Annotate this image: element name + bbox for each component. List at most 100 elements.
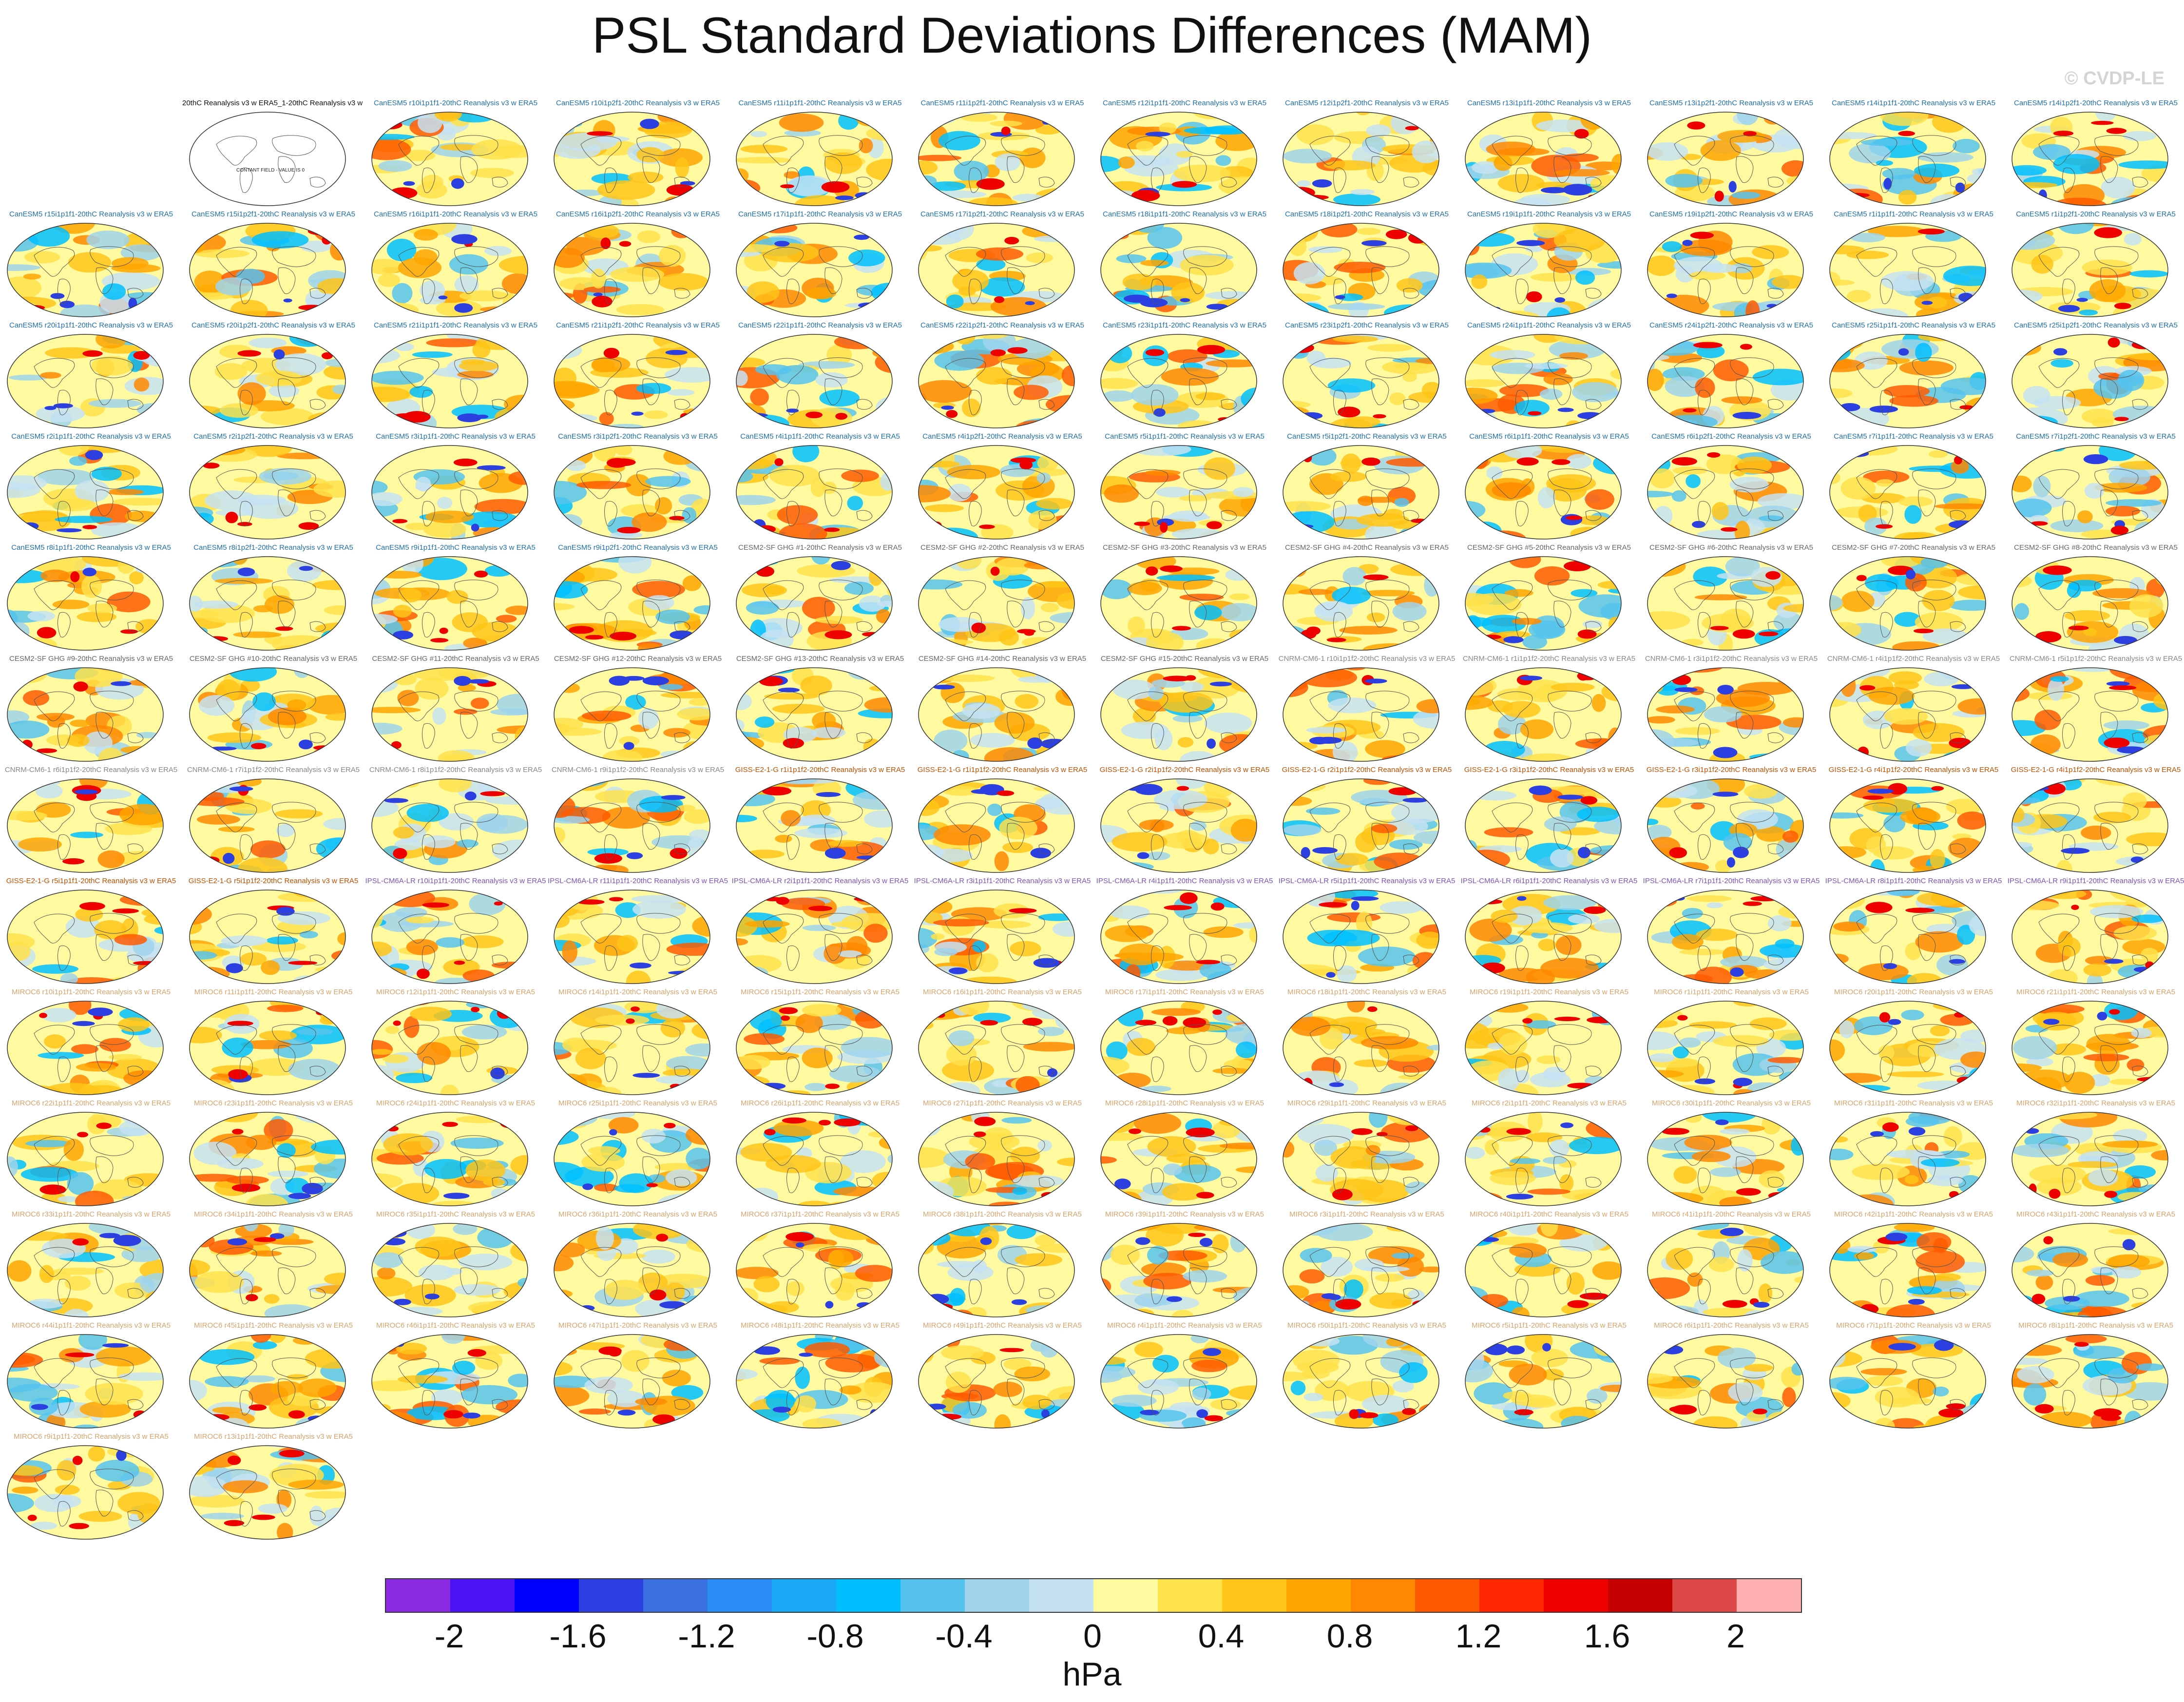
field-anomaly-shade — [636, 383, 671, 394]
field-extreme-shade — [774, 458, 784, 466]
map-panel: GISS-E2-1-G r3i1p1f2-20thC Reanalysis v3… — [1640, 764, 1822, 875]
continent-outline — [2062, 501, 2075, 526]
continent-outline — [1007, 823, 1025, 850]
field-anomaly-shade — [1306, 350, 1326, 366]
field-anomaly-shade — [190, 951, 217, 960]
global-map — [189, 667, 346, 762]
field-anomaly-shade — [1465, 1147, 1485, 1159]
field-extreme-shade — [824, 848, 846, 859]
field-extreme-shade — [438, 295, 448, 300]
field-extreme-shade — [1385, 230, 1407, 239]
continent-outline — [309, 732, 326, 743]
field-extreme-shade — [451, 234, 478, 245]
field-anomaly-shade — [129, 571, 144, 584]
field-anomaly-shade — [1012, 1175, 1064, 1188]
field-anomaly-shade — [742, 1301, 772, 1311]
globe-outline — [1283, 1001, 1439, 1095]
field-extreme-shade — [302, 1182, 323, 1195]
continent-outline — [1856, 802, 1897, 832]
continent-outline — [1912, 135, 1956, 156]
field-extreme-shade — [1124, 294, 1150, 303]
field-anomaly-shade — [1467, 593, 1522, 616]
field-anomaly-shade — [919, 160, 938, 175]
field-anomaly-shade — [1056, 592, 1074, 609]
field-anomaly-shade — [736, 305, 744, 315]
field-anomaly-shade — [588, 1146, 620, 1156]
field-anomaly-shade — [20, 1167, 78, 1182]
continent-outline — [2038, 358, 2080, 388]
field-anomaly-shade — [63, 1139, 84, 1161]
field-anomaly-shade — [372, 782, 396, 789]
field-anomaly-shade — [1161, 367, 1219, 386]
panel-title: 20thC Reanalysis v3 w ERA5_1-20thC Reana… — [182, 99, 364, 107]
field-anomaly-shade — [1413, 831, 1439, 845]
globe-outline — [1829, 1001, 1986, 1095]
field-anomaly-shade — [454, 275, 479, 294]
map-panel: IPSL-CM6A-LR r8i1p1f1-20thC Reanalysis v… — [1822, 875, 2005, 986]
field-extreme-shade — [1736, 1188, 1761, 1196]
continent-outline — [604, 834, 617, 860]
continent-outline — [1856, 358, 1897, 388]
panel-title: CanESM5 r22i1p1f1-20thC Reanalysis v3 w … — [738, 321, 902, 329]
field-anomaly-shade — [1904, 505, 1922, 524]
field-anomaly-shade — [827, 840, 863, 847]
field-extreme-shade — [1001, 126, 1011, 135]
field-anomaly-shade — [1336, 853, 1368, 866]
field-anomaly-shade — [1465, 779, 1499, 785]
field-anomaly-shade — [1140, 260, 1169, 267]
continent-outline — [1189, 378, 1207, 406]
globe-outline — [918, 556, 1075, 651]
global-map — [7, 1112, 164, 1206]
field-anomaly-shade — [1314, 1140, 1337, 1156]
field-anomaly-shade — [1549, 1139, 1570, 1157]
panel-title: MIROC6 r19i1p1f1-20thC Reanalysis v3 w E… — [1470, 988, 1628, 996]
field-extreme-shade — [1042, 119, 1052, 125]
map-panel: CanESM5 r13i1p2f1-20thC Reanalysis v3 w … — [1640, 97, 1822, 209]
continent-outline — [421, 167, 435, 193]
field-extreme-shade — [1185, 675, 1196, 681]
globe-outline — [7, 667, 164, 762]
field-anomaly-shade — [1184, 127, 1238, 135]
field-anomaly-shade — [802, 925, 836, 931]
map-panel: 20thC Reanalysis v3 w ERA5_1-20thC Reana… — [182, 97, 364, 209]
field-anomaly-shade — [334, 1227, 345, 1241]
field-extreme-shade — [227, 1021, 253, 1026]
continent-outline — [1183, 802, 1227, 823]
field-anomaly-shade — [1526, 1020, 1556, 1029]
field-extreme-shade — [2137, 1077, 2161, 1082]
continent-outline — [819, 580, 863, 600]
field-extreme-shade — [928, 1193, 944, 1201]
field-anomaly-shade — [1894, 612, 1921, 627]
continent-outline — [1730, 1024, 1774, 1045]
field-anomaly-shade — [242, 499, 299, 519]
field-extreme-shade — [762, 787, 792, 795]
field-anomaly-shade — [1690, 802, 1705, 810]
field-anomaly-shade — [1496, 631, 1531, 638]
field-extreme-shade — [1022, 1018, 1043, 1026]
panel-title: CESM2-SF GHG #12-20thC Reanalysis v3 w E… — [554, 655, 722, 663]
field-anomaly-shade — [1711, 502, 1729, 521]
field-extreme-shade — [996, 790, 1015, 796]
map-panel: MIROC6 r29i1p1f1-20thC Reanalysis v3 w E… — [1276, 1098, 1458, 1209]
continent-outline — [1001, 1024, 1045, 1045]
continent-outline — [454, 357, 498, 378]
continent-outline — [1548, 357, 1592, 378]
continent-outline — [1767, 1177, 1784, 1188]
field-anomaly-shade — [1473, 1001, 1500, 1006]
field-anomaly-shade — [2018, 113, 2043, 126]
globe-outline — [918, 1223, 1075, 1317]
map-panel: CanESM5 r4i1p2f1-20thC Reanalysis v3 w E… — [911, 431, 1093, 542]
field-anomaly-shade — [41, 1007, 77, 1023]
field-anomaly-shade — [1654, 506, 1673, 526]
field-anomaly-shade — [378, 160, 412, 172]
continent-outline — [786, 945, 800, 971]
continent-outline — [674, 1177, 690, 1188]
continent-outline — [34, 580, 75, 610]
field-anomaly-shade — [190, 860, 204, 872]
continent-outline — [454, 246, 498, 267]
continent-outline — [763, 691, 804, 721]
continent-outline — [1183, 246, 1227, 267]
continent-outline — [57, 501, 71, 526]
field-anomaly-shade — [1473, 446, 1489, 469]
field-extreme-shade — [941, 406, 954, 410]
